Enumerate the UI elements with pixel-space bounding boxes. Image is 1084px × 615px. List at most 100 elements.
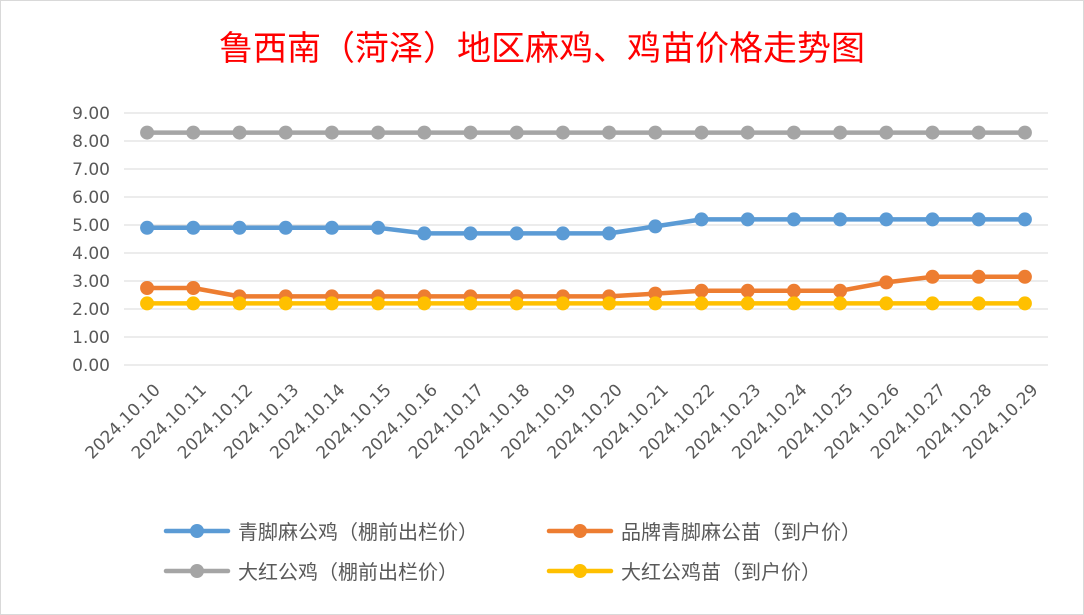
legend: 青脚麻公鸡（棚前出栏价） 品牌青脚麻公苗（到户价） 大红公鸡（棚前出栏价） 大红公鸡苗… bbox=[163, 520, 861, 584]
series-4 bbox=[140, 296, 1032, 311]
legend-label: 品牌青脚麻公苗（到户价） bbox=[621, 520, 861, 544]
data-point bbox=[324, 125, 339, 140]
data-point bbox=[371, 220, 386, 235]
y-tick-label: 6.00 bbox=[72, 188, 110, 208]
data-point bbox=[140, 125, 155, 140]
data-point bbox=[1017, 269, 1032, 284]
data-point bbox=[925, 212, 940, 227]
series-line bbox=[144, 217, 1028, 236]
data-point bbox=[648, 296, 663, 311]
data-point bbox=[232, 125, 247, 140]
data-point bbox=[324, 296, 339, 311]
y-tick-label: 4.00 bbox=[72, 244, 110, 264]
data-point bbox=[232, 296, 247, 311]
data-point bbox=[925, 296, 940, 311]
data-point bbox=[463, 125, 478, 140]
data-point bbox=[786, 212, 801, 227]
data-point bbox=[833, 125, 848, 140]
y-tick-label: 7.00 bbox=[72, 160, 110, 180]
data-point bbox=[879, 275, 894, 290]
data-point bbox=[509, 296, 524, 311]
data-point bbox=[186, 296, 201, 311]
data-point bbox=[1017, 212, 1032, 227]
legend-marker bbox=[573, 524, 587, 538]
data-point bbox=[417, 226, 432, 241]
data-point bbox=[278, 220, 293, 235]
data-point bbox=[833, 212, 848, 227]
data-point bbox=[140, 220, 155, 235]
legend-label: 大红公鸡（棚前出栏价） bbox=[238, 560, 458, 584]
data-point bbox=[925, 269, 940, 284]
data-point bbox=[925, 125, 940, 140]
legend-label: 青脚麻公鸡（棚前出栏价） bbox=[238, 520, 478, 544]
data-point bbox=[602, 296, 617, 311]
data-point bbox=[140, 281, 155, 295]
data-point bbox=[417, 296, 432, 311]
y-tick-label: 3.00 bbox=[72, 272, 110, 292]
series-1 bbox=[140, 212, 1032, 241]
data-point bbox=[740, 212, 755, 227]
data-point bbox=[324, 220, 339, 235]
data-point bbox=[740, 296, 755, 311]
data-point bbox=[694, 212, 709, 227]
legend-marker bbox=[190, 524, 204, 538]
y-tick-label: 5.00 bbox=[72, 216, 110, 236]
legend-item: 大红公鸡苗（到户价） bbox=[546, 560, 821, 584]
y-tick-label: 8.00 bbox=[72, 132, 110, 152]
data-point bbox=[833, 283, 848, 298]
series-3 bbox=[140, 125, 1032, 140]
y-tick-label: 9.00 bbox=[72, 104, 110, 124]
data-point bbox=[232, 220, 247, 235]
data-point bbox=[879, 296, 894, 311]
data-point bbox=[140, 296, 155, 311]
data-point bbox=[417, 125, 432, 140]
data-point bbox=[509, 226, 524, 241]
data-point bbox=[602, 125, 617, 140]
data-point bbox=[740, 125, 755, 140]
legend-marker bbox=[190, 564, 204, 578]
legend-item: 大红公鸡（棚前出栏价） bbox=[163, 560, 458, 584]
y-tick-label: 1.00 bbox=[72, 328, 110, 348]
data-point bbox=[971, 212, 986, 227]
data-point bbox=[971, 296, 986, 311]
data-point bbox=[555, 226, 570, 241]
series-lines bbox=[140, 125, 1032, 311]
data-point bbox=[186, 220, 201, 235]
data-point bbox=[740, 283, 755, 298]
data-point bbox=[509, 125, 524, 140]
data-point bbox=[1017, 296, 1032, 311]
data-point bbox=[786, 283, 801, 298]
data-point bbox=[971, 269, 986, 284]
data-point bbox=[694, 283, 709, 298]
data-point bbox=[694, 296, 709, 311]
data-point bbox=[463, 296, 478, 311]
data-point bbox=[879, 125, 894, 140]
legend-item: 品牌青脚麻公苗（到户价） bbox=[546, 520, 861, 544]
chart-title: 鲁西南（菏泽）地区麻鸡、鸡苗价格走势图 bbox=[219, 29, 865, 69]
data-point bbox=[278, 296, 293, 311]
data-point bbox=[648, 125, 663, 140]
legend-item: 青脚麻公鸡（棚前出栏价） bbox=[163, 520, 478, 544]
y-axis-tick-labels: 0.00 1.00 2.00 3.00 4.00 5.00 6.00 7.00 8.00 9.00 bbox=[72, 104, 110, 376]
data-point bbox=[555, 125, 570, 140]
data-point bbox=[648, 219, 663, 234]
data-point bbox=[786, 296, 801, 311]
legend-label: 大红公鸡苗（到户价） bbox=[621, 560, 821, 584]
data-point bbox=[694, 125, 709, 140]
series-line bbox=[144, 274, 1028, 299]
data-point bbox=[648, 286, 663, 301]
legend-marker bbox=[573, 564, 587, 578]
y-tick-label: 0.00 bbox=[72, 356, 110, 376]
gridlines bbox=[124, 112, 1048, 366]
data-point bbox=[186, 281, 201, 295]
y-tick-label: 2.00 bbox=[72, 300, 110, 320]
data-point bbox=[371, 125, 386, 140]
data-point bbox=[555, 296, 570, 311]
data-point bbox=[371, 296, 386, 311]
data-point bbox=[1017, 125, 1032, 140]
data-point bbox=[463, 226, 478, 241]
data-point bbox=[602, 226, 617, 241]
